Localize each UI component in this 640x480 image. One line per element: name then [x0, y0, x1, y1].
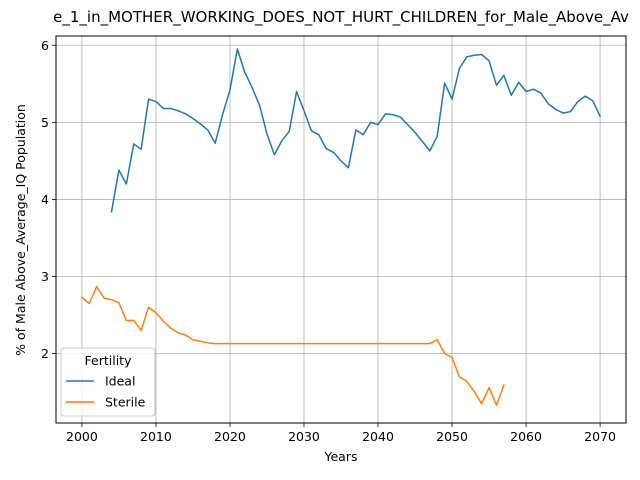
axis-ticks: 2000 2010 2020 2030 2040 2050 2060 2070 2 3 4 5 6	[41, 38, 616, 444]
x-tick-label: 2010	[140, 429, 172, 444]
x-tick-label: 2050	[436, 429, 468, 444]
y-tick-label: 5	[41, 115, 49, 130]
x-tick-label: 2040	[362, 429, 394, 444]
x-tick-label: 2060	[510, 429, 542, 444]
legend-title: Fertility	[85, 353, 133, 368]
legend-box	[60, 347, 156, 417]
plot-frame	[55, 35, 627, 424]
x-tick-label: 2070	[584, 429, 616, 444]
series-line-ideal	[110, 48, 602, 213]
series-lines	[80, 48, 602, 407]
legend-label-sterile: Sterile	[105, 395, 146, 410]
legend-label-ideal: Ideal	[105, 374, 135, 389]
y-tick-label: 4	[41, 192, 49, 207]
y-axis-label: % of Male Above_Average_IQ Population	[13, 104, 28, 356]
x-axis-label: Years	[324, 449, 358, 464]
x-tick-label: 2020	[214, 429, 246, 444]
legend: Fertility Ideal Sterile	[60, 347, 156, 417]
chart-title: e_1_in_MOTHER_WORKING_DOES_NOT_HURT_CHIL…	[53, 8, 629, 27]
y-tick-label: 6	[41, 38, 49, 53]
x-tick-label: 2030	[288, 429, 320, 444]
y-tick-label: 2	[41, 346, 49, 361]
x-tick-label: 2000	[66, 429, 98, 444]
y-tick-label: 3	[41, 269, 49, 284]
series-line-sterile	[80, 285, 505, 407]
